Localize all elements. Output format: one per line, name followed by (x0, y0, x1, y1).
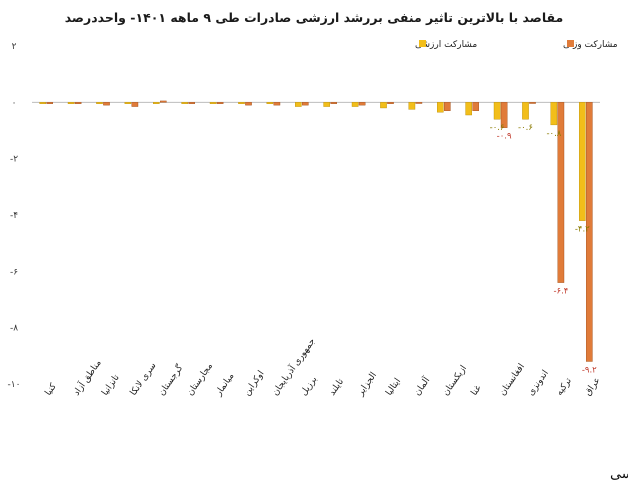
bar-weight-contribution (444, 102, 451, 111)
bar-weight-contribution (216, 102, 224, 104)
data-label: -۰.۶ (518, 123, 533, 133)
bar-weight-contribution (302, 102, 309, 106)
bar-value-contribution (437, 102, 444, 113)
category-label: کنیا (43, 381, 59, 398)
y-tick-label: ۰ (12, 98, 17, 108)
category-label: تانزانیا (100, 373, 122, 398)
bar-weight-contribution (330, 102, 338, 104)
legend-label: مشارکت وزنی (563, 40, 618, 50)
bar-value-contribution (550, 102, 558, 126)
bar-value-contribution (295, 102, 302, 107)
bar-weight-contribution (387, 102, 394, 104)
legend-swatch (567, 40, 574, 47)
category-label: مجارستان (185, 361, 215, 397)
bar-weight-contribution (500, 102, 508, 128)
data-label: -۰.۸ (546, 129, 561, 139)
legend: مشارکت وزنی مشارکت ارزشی (415, 40, 618, 50)
bar-value-contribution (152, 102, 160, 104)
category-label: ایتالیا (384, 377, 403, 398)
category-label: ازبکستان (441, 364, 469, 398)
bar-value-contribution (39, 102, 46, 104)
bar-weight-contribution (245, 102, 252, 106)
bar-weight-contribution (529, 102, 536, 104)
bar-value-contribution (238, 102, 245, 104)
bar-value-contribution (351, 102, 359, 107)
y-tick-label: -۴ (10, 211, 18, 221)
bar-value-contribution (522, 102, 529, 120)
bar-weight-contribution (358, 102, 366, 106)
legend-label: مشارکت ارزشی (415, 40, 477, 50)
chart-title: مقاصد با بالاترین تاثیر منفی بررشد ارزشی… (65, 10, 564, 25)
category-label: تایلند (327, 377, 346, 398)
data-label: -۴.۲ (575, 225, 590, 235)
bar-value-contribution (323, 102, 331, 107)
category-label: غنا (469, 383, 483, 397)
bar-value-contribution (209, 102, 217, 104)
bar-value-contribution (579, 102, 586, 221)
bar-weight-contribution (557, 102, 565, 283)
bar-weight-contribution (472, 102, 480, 111)
category-label: اوکراین (242, 369, 266, 398)
data-label: -۰.۶ (490, 123, 505, 133)
legend-swatch (419, 40, 426, 47)
bar-weight-contribution (159, 100, 167, 103)
bar-value-contribution (408, 102, 416, 110)
category-label: سری لانکا (129, 361, 159, 398)
bar-weight-contribution (586, 102, 593, 362)
category-label: برزیل (299, 375, 319, 398)
category-label: میانمار (213, 371, 236, 398)
bar-weight-contribution (103, 102, 110, 106)
data-label: -۰.۹ (497, 132, 512, 142)
category-label: عراق (583, 376, 603, 398)
bars (39, 100, 593, 362)
bar-value-contribution (96, 102, 103, 104)
category-label: آلمان (411, 374, 432, 398)
bar-value-contribution (493, 102, 501, 120)
data-labels: -۰.۶-۰.۹-۰.۶-۰.۸-۶.۴-۴.۲-۹.۲ (490, 123, 598, 375)
category-label: مناطق آزاد (70, 357, 104, 398)
y-tick-label: -۲ (10, 155, 18, 165)
bar-value-contribution (124, 102, 132, 104)
data-label: -۹.۲ (582, 365, 597, 375)
bar-weight-contribution (415, 102, 423, 104)
y-tick-label: -۸ (10, 324, 18, 334)
bar-weight-contribution (131, 102, 139, 107)
bar-weight-contribution (46, 102, 53, 104)
bar-value-contribution (380, 102, 387, 109)
category-label: افغانستان (498, 362, 527, 398)
y-tick-label: ۲ (12, 42, 17, 52)
bar-weight-contribution (188, 102, 196, 104)
bar-value-contribution (465, 102, 473, 116)
bar-weight-contribution (273, 102, 281, 106)
y-tick-label: -۶ (10, 267, 18, 277)
category-label: الجزایر (355, 371, 379, 399)
bar-value-contribution (266, 102, 274, 104)
category-label: ترکیه (555, 376, 575, 398)
bar-value-contribution (181, 102, 189, 104)
data-label: -۶.۴ (553, 287, 568, 297)
source-note: منبع داده‌ها: گمرک ایران و محاسبات کارشن… (610, 465, 628, 482)
y-axis: ۲ ۰ -۲ -۴ -۶ -۸ -۱۰ (8, 42, 21, 390)
y-tick-label: -۱۰ (8, 380, 21, 390)
category-label: اندونزی (526, 369, 551, 398)
bar-weight-contribution (74, 102, 82, 104)
bar-value-contribution (67, 102, 75, 104)
category-label: گرجستان (155, 362, 185, 398)
